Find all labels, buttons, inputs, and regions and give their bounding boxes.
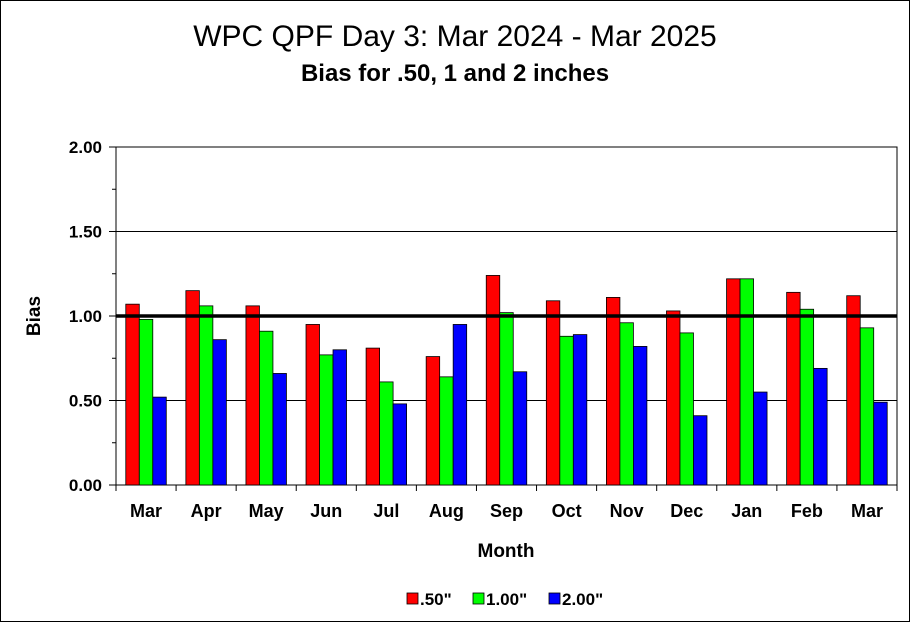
chart-subtitle: Bias for .50, 1 and 2 inches (300, 60, 610, 87)
bar (606, 297, 621, 486)
x-tick-label: Nov (610, 501, 644, 521)
y-tick-label: 0.00 (69, 476, 102, 495)
x-axis-label: Month (478, 541, 535, 562)
bar (666, 310, 681, 486)
y-tick-label: 0.50 (69, 392, 102, 411)
bars (116, 275, 897, 486)
bar (319, 354, 334, 486)
bar (365, 347, 380, 486)
x-tick-label: Feb (791, 501, 823, 521)
y-tick-label: 1.00 (69, 307, 102, 326)
bar (138, 318, 154, 486)
chart-title: WPC QPF Day 3: Mar 2024 - Mar 2025 (193, 20, 717, 53)
x-tick-label: May (249, 501, 284, 521)
bar (572, 334, 588, 486)
bar (212, 339, 227, 486)
bar (245, 305, 260, 486)
bar (559, 335, 574, 486)
legend-swatch (406, 592, 419, 605)
bar (679, 332, 694, 486)
x-tick-label: Sep (490, 501, 523, 521)
bar (633, 346, 648, 486)
bar (272, 373, 287, 486)
bar (332, 349, 347, 486)
y-tick-label: 2.00 (69, 138, 102, 157)
bar (753, 391, 768, 486)
bar (813, 367, 828, 486)
bar (392, 403, 407, 486)
bar (425, 356, 441, 486)
y-axis-label: Bias (24, 296, 45, 336)
bar (846, 295, 861, 486)
bar (512, 371, 528, 486)
bar (305, 324, 320, 486)
bar (499, 312, 514, 486)
bar (859, 327, 875, 486)
bar (799, 308, 815, 486)
bar (125, 303, 140, 486)
axes: 0.00 0.50 1.00 1.50 2.00 Mar Apr May Jun Jul Aug Se… (69, 138, 898, 521)
bar (693, 415, 708, 486)
legend-item: .50" (406, 590, 452, 609)
x-tick-label: Aug (429, 501, 464, 521)
legend-swatch (548, 592, 561, 605)
bar (619, 322, 634, 486)
y-tick-label: 1.50 (69, 223, 102, 242)
bar (198, 305, 214, 486)
x-tick-label: Jan (731, 501, 762, 521)
bar (379, 381, 394, 486)
bar (452, 324, 468, 486)
bar (786, 291, 801, 486)
legend-swatch (472, 592, 485, 605)
bar (185, 290, 200, 486)
x-tick-label: Apr (191, 501, 222, 521)
bar (739, 278, 754, 486)
bar (873, 401, 888, 486)
legend-label: 2.00" (562, 590, 603, 609)
legend-label: .50" (420, 590, 452, 609)
x-tick-label: Mar (130, 501, 162, 521)
bar (545, 300, 561, 486)
legend-label: 1.00" (486, 590, 527, 609)
x-tick-label: Jun (310, 501, 342, 521)
x-tick-label: Dec (670, 501, 703, 521)
bar (439, 376, 454, 486)
bar (726, 278, 741, 486)
bar (259, 330, 274, 486)
x-tick-label: Mar (851, 501, 883, 521)
legend-item: 1.00" (472, 590, 527, 609)
x-tick-label: Jul (373, 501, 399, 521)
x-tick-label: Oct (552, 501, 582, 521)
legend-item: 2.00" (548, 590, 603, 609)
bar (485, 275, 501, 486)
bar (152, 396, 167, 486)
legend: .50" 1.00" 2.00" (406, 590, 603, 609)
